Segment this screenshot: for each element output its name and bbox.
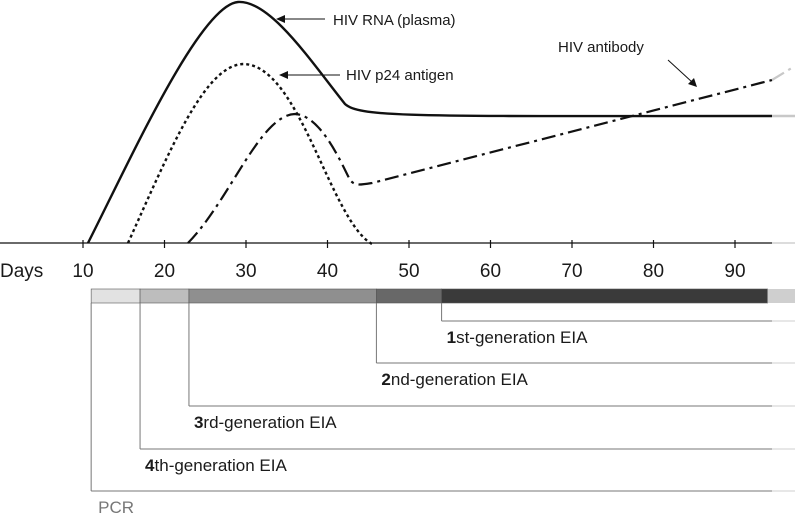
assay-label: 3rd-generation EIA [194, 413, 337, 432]
window-bar-segment [441, 288, 768, 304]
window-bar-fade [767, 289, 795, 303]
assay-rows: 1st-generation EIA 2nd-generation EIA 3rd-… [90, 303, 795, 517]
assay-label: 2nd-generation EIA [381, 370, 528, 389]
assay-row: PCR [90, 303, 795, 517]
assay-label-text: nd-generation EIA [391, 370, 529, 389]
x-tick-label: 60 [480, 261, 501, 282]
x-axis: Days 10 20 30 40 50 60 70 80 90 [0, 240, 795, 282]
hiv-antibody-label: HIV antibody [558, 39, 644, 56]
assay-label-text: rd-generation EIA [203, 413, 337, 432]
window-bar-segment [376, 288, 442, 304]
assay-label-text: th-generation EIA [155, 456, 288, 475]
assay-label-text: st-generation EIA [456, 328, 588, 347]
assay-generation-number: 4 [145, 456, 155, 475]
x-tick-label: 30 [235, 261, 256, 282]
x-tick-label: 10 [72, 261, 93, 282]
hiv-rna-curve [86, 0, 773, 244]
x-axis-unit-label: Days [0, 261, 43, 282]
x-tick-label: 40 [317, 261, 338, 282]
assay-generation-number: 1 [447, 328, 456, 347]
window-bar-segment [90, 288, 141, 304]
assay-generation-number: 3 [194, 413, 203, 432]
x-tick-label: 80 [643, 261, 664, 282]
x-tick-label: 20 [154, 261, 175, 282]
hiv-antibody-curve-fade [771, 65, 795, 81]
assay-label: PCR [98, 498, 134, 514]
assay-row: 4th-generation EIA [139, 303, 795, 475]
assay-row: 1st-generation EIA [441, 303, 795, 347]
assay-label: 1st-generation EIA [447, 328, 588, 347]
window-bar-segment [139, 288, 190, 304]
hiv-antibody-callout: HIV antibody [558, 39, 697, 87]
assay-label-text: PCR [98, 498, 134, 514]
window-period-bar [90, 288, 795, 304]
hiv-rna-label: HIV RNA (plasma) [333, 12, 456, 29]
hiv-rna-callout: HIV RNA (plasma) [276, 12, 456, 29]
hiv-p24-label: HIV p24 antigen [346, 67, 454, 84]
assay-row: 3rd-generation EIA [188, 303, 795, 432]
assay-label: 4th-generation EIA [145, 456, 287, 475]
x-tick-label: 50 [398, 261, 419, 282]
x-axis-ticks: 10 20 30 40 50 60 70 80 90 [72, 240, 746, 282]
assay-row: 2nd-generation EIA [375, 303, 795, 389]
hiv-p24-curve [126, 62, 373, 246]
hiv-antibody-curve [187, 78, 773, 244]
x-tick-label: 90 [724, 261, 745, 282]
assay-generation-number: 2 [381, 370, 390, 389]
x-tick-label: 70 [561, 261, 582, 282]
hiv-p24-callout: HIV p24 antigen [279, 67, 454, 84]
window-bar-segment [188, 288, 377, 304]
